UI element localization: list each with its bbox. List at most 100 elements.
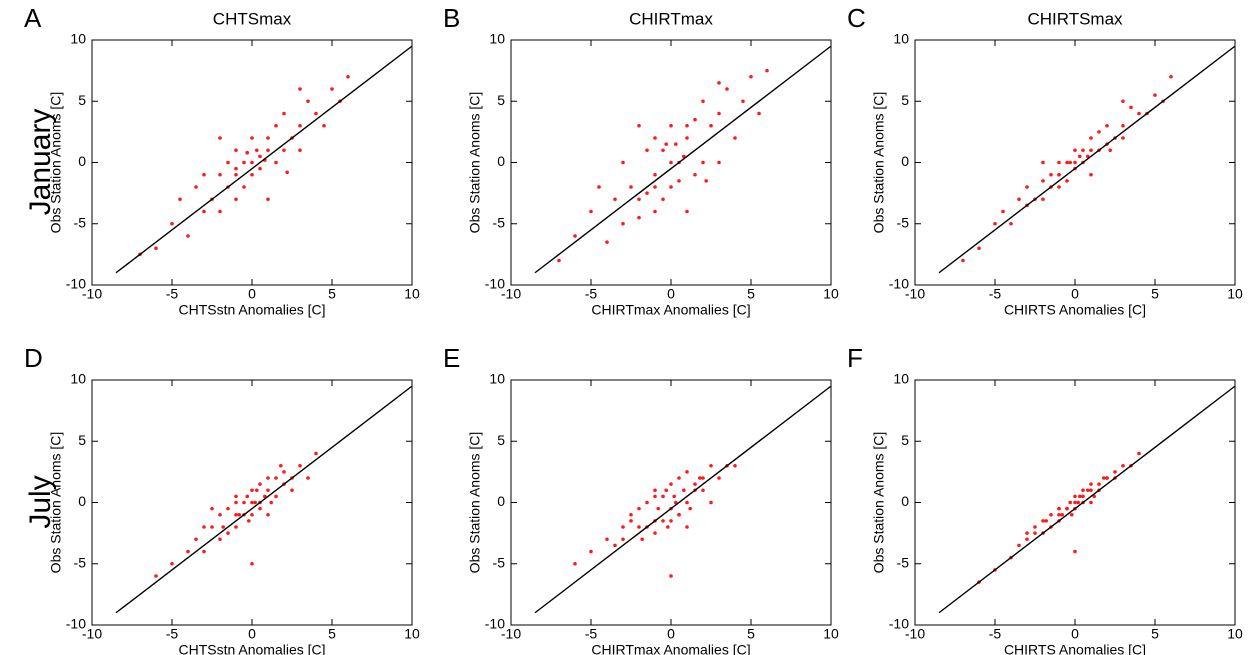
point bbox=[1089, 172, 1093, 177]
point bbox=[1033, 525, 1037, 529]
y-tick-label: 0 bbox=[497, 153, 505, 169]
y-tick-label: -5 bbox=[897, 554, 910, 570]
point bbox=[290, 488, 294, 493]
point bbox=[993, 221, 997, 226]
x-tick-label: 10 bbox=[1227, 626, 1243, 642]
point bbox=[258, 482, 262, 486]
y-tick-label: 10 bbox=[489, 371, 505, 387]
x-tick-label: -10 bbox=[82, 286, 102, 302]
point bbox=[226, 506, 230, 511]
y-tick-label: -5 bbox=[74, 554, 87, 570]
point bbox=[1017, 543, 1021, 548]
point bbox=[250, 561, 254, 566]
point bbox=[621, 221, 625, 226]
plot-frame bbox=[914, 39, 1236, 286]
y-tick-label: -5 bbox=[493, 554, 506, 570]
x-tick-label: -10 bbox=[501, 626, 521, 642]
point bbox=[1121, 99, 1125, 104]
x-axis-label: CHTSstn Anomalies [C] bbox=[178, 302, 325, 318]
y-tick-label: 5 bbox=[78, 92, 86, 108]
point bbox=[322, 123, 326, 128]
y-tick-label: -10 bbox=[485, 616, 505, 632]
point bbox=[242, 500, 246, 505]
y-tick-label: 0 bbox=[497, 493, 505, 509]
fit-line bbox=[534, 385, 832, 614]
point bbox=[1057, 172, 1061, 177]
point bbox=[674, 142, 678, 146]
point bbox=[178, 197, 182, 202]
point bbox=[218, 136, 222, 140]
point bbox=[685, 525, 689, 529]
point bbox=[693, 172, 697, 177]
y-tick-label: -10 bbox=[889, 616, 909, 632]
point bbox=[234, 172, 238, 177]
point bbox=[186, 549, 190, 554]
point bbox=[1081, 148, 1085, 153]
point bbox=[250, 160, 254, 165]
fit-line bbox=[534, 45, 832, 274]
panel-title: CHTSmax bbox=[213, 9, 292, 28]
point bbox=[1137, 451, 1141, 456]
plot-frame bbox=[91, 379, 413, 626]
point bbox=[661, 197, 665, 202]
point bbox=[717, 81, 721, 85]
point bbox=[234, 197, 238, 202]
point bbox=[234, 525, 238, 529]
x-axis-label: CHIRTS Anomalies [C] bbox=[1004, 302, 1146, 318]
plot-frame bbox=[510, 379, 832, 626]
y-tick-label: 5 bbox=[497, 432, 505, 448]
point bbox=[1081, 494, 1085, 499]
row-label: July bbox=[24, 475, 57, 528]
point bbox=[1102, 476, 1106, 480]
point bbox=[266, 488, 270, 493]
point bbox=[250, 500, 254, 505]
point bbox=[274, 476, 278, 480]
x-tick-label: -10 bbox=[905, 626, 925, 642]
point bbox=[669, 185, 673, 189]
y-tick-label: 10 bbox=[489, 31, 505, 47]
point bbox=[285, 170, 290, 175]
point bbox=[226, 160, 230, 165]
point bbox=[1057, 506, 1061, 511]
point bbox=[1129, 105, 1133, 110]
point bbox=[666, 525, 670, 529]
point bbox=[573, 561, 577, 566]
y-tick-label: 10 bbox=[70, 371, 86, 387]
point bbox=[977, 246, 981, 251]
point bbox=[1009, 221, 1013, 226]
point bbox=[653, 209, 657, 214]
y-tick-label: -10 bbox=[66, 616, 86, 632]
point bbox=[221, 525, 225, 529]
point bbox=[661, 494, 665, 499]
point bbox=[1089, 136, 1093, 140]
point bbox=[1033, 531, 1037, 535]
point bbox=[314, 451, 318, 456]
point bbox=[698, 476, 702, 480]
fit-line bbox=[938, 385, 1236, 614]
point bbox=[1089, 500, 1093, 505]
point bbox=[589, 549, 593, 554]
point bbox=[1073, 148, 1077, 153]
y-tick-label: 5 bbox=[78, 432, 86, 448]
x-tick-label: 0 bbox=[1071, 626, 1079, 642]
y-tick-label: -5 bbox=[493, 214, 506, 230]
point bbox=[704, 179, 708, 183]
point bbox=[242, 185, 246, 189]
y-tick-label: 0 bbox=[78, 493, 86, 509]
point bbox=[653, 136, 657, 140]
point bbox=[314, 111, 318, 116]
point bbox=[234, 512, 238, 517]
point bbox=[234, 500, 238, 505]
point bbox=[653, 185, 657, 189]
point bbox=[605, 537, 609, 542]
point bbox=[629, 512, 633, 517]
point bbox=[637, 506, 641, 511]
point bbox=[226, 531, 230, 535]
x-axis-label: CHTSstn Anomalies [C] bbox=[178, 642, 325, 655]
x-tick-label: -5 bbox=[585, 626, 598, 642]
x-tick-label: -10 bbox=[501, 286, 521, 302]
point bbox=[637, 123, 641, 128]
point bbox=[306, 99, 310, 104]
x-tick-label: 0 bbox=[248, 626, 256, 642]
point bbox=[629, 185, 633, 189]
